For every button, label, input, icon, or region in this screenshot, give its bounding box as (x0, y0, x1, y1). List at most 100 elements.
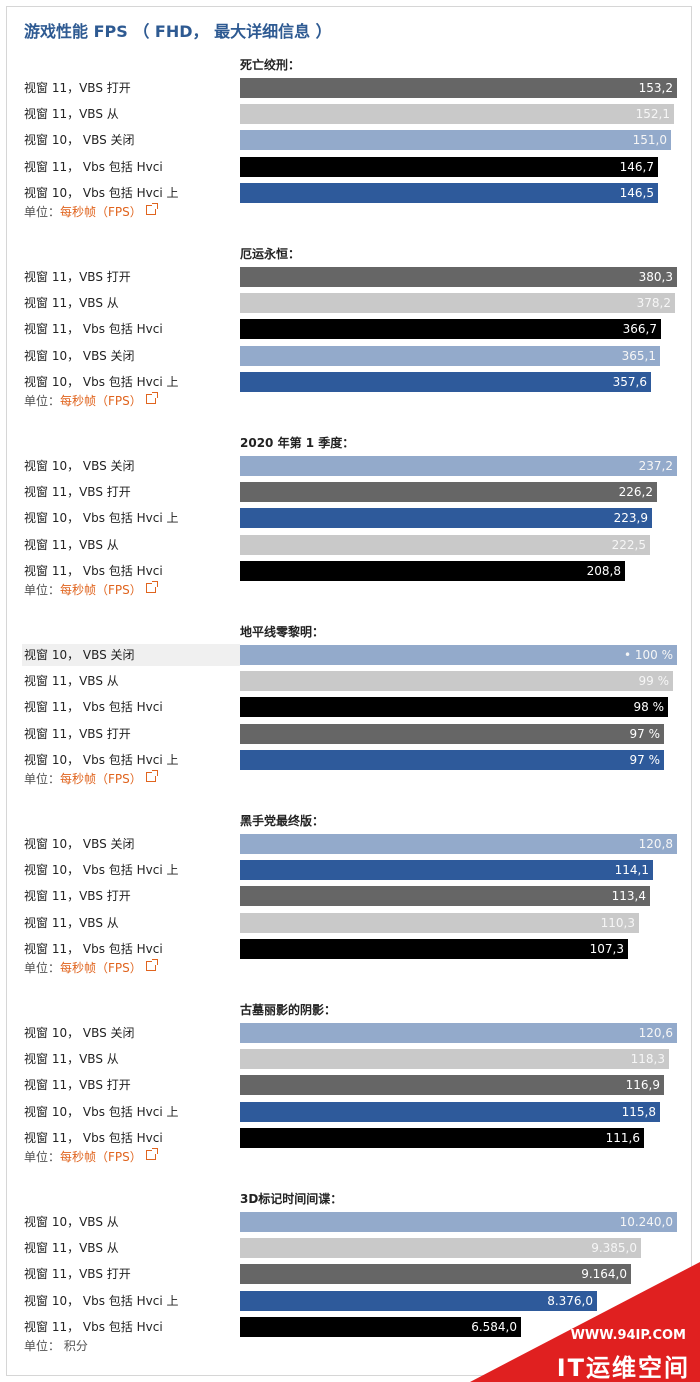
data-label: 98 % (633, 700, 665, 715)
category-label: 视窗 11，VBS 打开 (24, 270, 131, 284)
bar: 365,1 (240, 345, 660, 366)
unit-link[interactable]: 每秒帧（FPS） (60, 583, 142, 597)
category-label: 视窗 10， Vbs 包括 Hvci 上 (24, 185, 179, 200)
unit-prefix: 单位： 积分 (24, 1339, 88, 1353)
data-label: 222,5 (611, 537, 646, 552)
unit-label: 单位：每秒帧（FPS） (24, 203, 158, 220)
data-label: 357,6 (612, 374, 647, 389)
data-label: 107,3 (589, 941, 624, 956)
watermark-site: WWW.94IP.COM (570, 1328, 686, 1343)
unit-link[interactable]: 每秒帧（FPS） (60, 1150, 142, 1164)
unit-link[interactable]: 每秒帧（FPS） (60, 961, 142, 975)
data-label: 153,2 (638, 81, 673, 95)
unit-label: 单位：每秒帧（FPS） (24, 581, 158, 598)
external-link-icon[interactable] (145, 959, 158, 971)
data-label: 115,8 (621, 1104, 656, 1119)
watermark-brand: IT运维空间 (556, 1354, 690, 1382)
data-label: 114,1 (614, 863, 649, 878)
category-label: 视窗 11，VBS 打开 (24, 81, 131, 95)
bar: 9.385,0 (240, 1238, 641, 1259)
external-link-icon[interactable] (145, 770, 158, 782)
category-label: 视窗 10， VBS 关闭 (24, 1026, 135, 1040)
data-label: 9.385,0 (591, 1241, 637, 1256)
bar: 97 % (240, 749, 664, 770)
external-link-icon[interactable] (145, 203, 158, 215)
bar: 152,1 (240, 104, 674, 125)
unit-label: 单位：每秒帧（FPS） (24, 770, 158, 787)
category-label: 视窗 11， Vbs 包括 Hvci (24, 159, 163, 174)
bar: 99 % (240, 671, 673, 692)
bar: 107,3 (240, 938, 628, 959)
bar: 366,7 (240, 319, 661, 340)
data-label: 10.240,0 (619, 1215, 673, 1229)
bar: 153,2 (240, 78, 677, 98)
data-label: 99 % (638, 674, 670, 689)
data-label: 116,9 (625, 1078, 660, 1093)
category-label: 视窗 11，VBS 打开 (24, 1267, 131, 1282)
chart-title: 地平线零黎明： (240, 625, 325, 639)
data-label: 97 % (629, 752, 661, 767)
unit-link[interactable]: 每秒帧（FPS） (60, 772, 142, 786)
data-label: 152,1 (635, 107, 670, 122)
chart-title: 2020 年第 1 季度： (240, 436, 355, 450)
data-label: 378,2 (636, 296, 671, 311)
data-label: 226,2 (618, 485, 653, 500)
bar: 111,6 (240, 1127, 644, 1148)
category-label: 视窗 11， Vbs 包括 Hvci (24, 563, 163, 578)
category-label: 视窗 11，VBS 从 (24, 107, 119, 122)
bar: 98 % (240, 697, 668, 718)
unit-label: 单位：每秒帧（FPS） (24, 1148, 158, 1165)
bar: 113,4 (240, 886, 650, 907)
data-label: 151,0 (632, 133, 667, 148)
bar: 115,8 (240, 1101, 660, 1122)
bar: 151,0 (240, 130, 671, 151)
bar: 208,8 (240, 560, 625, 581)
data-label: • 100 % (623, 648, 673, 662)
bar: 357,6 (240, 371, 651, 392)
data-label: 111,6 (605, 1130, 640, 1145)
category-label: 视窗 10， VBS 关闭 (24, 133, 135, 148)
category-label: 视窗 11， Vbs 包括 Hvci (24, 1319, 163, 1334)
category-label: 视窗 11，VBS 打开 (24, 889, 131, 904)
data-label: 146,5 (619, 185, 654, 200)
data-label: 120,6 (638, 1026, 673, 1040)
watermark: WWW.94IP.COM IT运维空间 (470, 1262, 700, 1382)
category-label: 视窗 11， Vbs 包括 Hvci (24, 941, 163, 956)
category-label: 视窗 11， Vbs 包括 Hvci (24, 1130, 163, 1145)
category-label: 视窗 11，VBS 从 (24, 1052, 119, 1067)
category-label: 视窗 11，VBS 从 (24, 674, 119, 689)
bar: 223,9 (240, 508, 652, 529)
unit-label: 单位： 积分 (24, 1337, 88, 1354)
external-link-icon[interactable] (145, 1148, 158, 1160)
category-label: 视窗 11，VBS 从 (24, 915, 119, 930)
chart-title: 古墓丽影的阴影： (240, 1003, 337, 1017)
data-label: 110,3 (600, 915, 635, 930)
data-label: 113,4 (611, 889, 646, 904)
row-highlight (22, 644, 240, 666)
external-link-icon[interactable] (145, 581, 158, 593)
category-label: 视窗 11，VBS 从 (24, 537, 119, 552)
external-link-icon[interactable] (145, 392, 158, 404)
unit-link[interactable]: 每秒帧（FPS） (60, 205, 142, 219)
unit-prefix: 单位： (24, 205, 61, 219)
chart-title: 厄运永恒： (240, 247, 301, 261)
bar: • 100 % (240, 645, 677, 665)
bar: 120,8 (240, 834, 677, 854)
category-label: 视窗 10， VBS 关闭 (24, 837, 135, 851)
chart-frame (6, 6, 692, 1376)
bar: 110,3 (240, 912, 639, 933)
page-title: 游戏性能 FPS （ FHD， 最大详细信息 ） (24, 22, 332, 41)
chart-title: 3D标记时间间谍： (240, 1192, 343, 1206)
unit-link[interactable]: 每秒帧（FPS） (60, 394, 142, 408)
category-label: 视窗 11，VBS 从 (24, 296, 119, 311)
watermark-triangle (470, 1262, 700, 1382)
category-label: 视窗 11，VBS 打开 (24, 1078, 131, 1093)
category-label: 视窗 10， Vbs 包括 Hvci 上 (24, 1104, 179, 1119)
category-label: 视窗 11，VBS 从 (24, 1241, 119, 1256)
category-label: 视窗 11，VBS 打开 (24, 485, 131, 500)
category-label: 视窗 11， Vbs 包括 Hvci (24, 700, 163, 715)
bar: 120,6 (240, 1023, 677, 1043)
chart-title: 黑手党最终版： (240, 814, 325, 828)
bar: 10.240,0 (240, 1212, 677, 1232)
data-label: 237,2 (638, 459, 673, 473)
